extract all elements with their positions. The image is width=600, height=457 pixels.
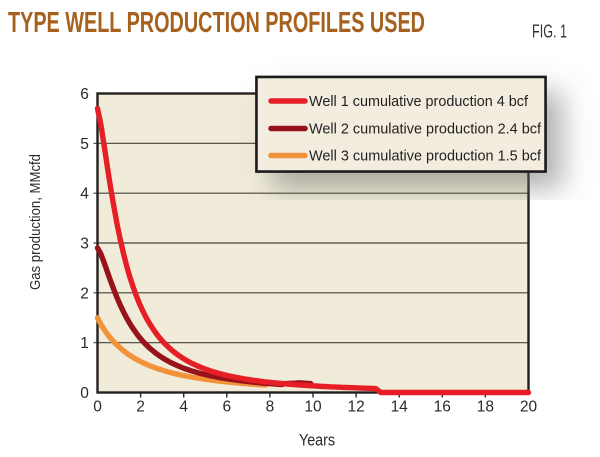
- svg-text:Well 1 cumulative production 4: Well 1 cumulative production 4 bcf: [309, 93, 529, 110]
- svg-text:16: 16: [434, 399, 451, 416]
- svg-text:2: 2: [80, 285, 89, 302]
- svg-text:Years: Years: [299, 431, 335, 450]
- svg-text:1: 1: [80, 335, 89, 352]
- svg-text:18: 18: [477, 399, 494, 416]
- svg-text:FIG. 1: FIG. 1: [532, 22, 567, 42]
- svg-text:20: 20: [520, 399, 538, 416]
- svg-text:Well 2 cumulative production 2: Well 2 cumulative production 2.4 bcf: [309, 121, 542, 138]
- svg-text:Well 3 cumulative production 1: Well 3 cumulative production 1.5 bcf: [309, 148, 542, 165]
- svg-text:0: 0: [80, 385, 89, 402]
- svg-text:6: 6: [80, 86, 89, 103]
- svg-text:2: 2: [136, 399, 145, 416]
- svg-text:6: 6: [222, 399, 231, 416]
- svg-text:8: 8: [266, 399, 275, 416]
- svg-text:4: 4: [179, 399, 188, 416]
- svg-text:3: 3: [80, 236, 89, 253]
- svg-text:10: 10: [304, 399, 322, 416]
- svg-text:Gas production, MMcfd: Gas production, MMcfd: [28, 154, 44, 290]
- svg-text:14: 14: [391, 399, 409, 416]
- svg-text:0: 0: [93, 399, 102, 416]
- svg-text:4: 4: [80, 186, 89, 203]
- svg-text:5: 5: [80, 136, 89, 153]
- svg-text:12: 12: [347, 399, 364, 416]
- svg-text:TYPE WELL PRODUCTION PROFILES: TYPE WELL PRODUCTION PROFILES USED: [8, 7, 425, 39]
